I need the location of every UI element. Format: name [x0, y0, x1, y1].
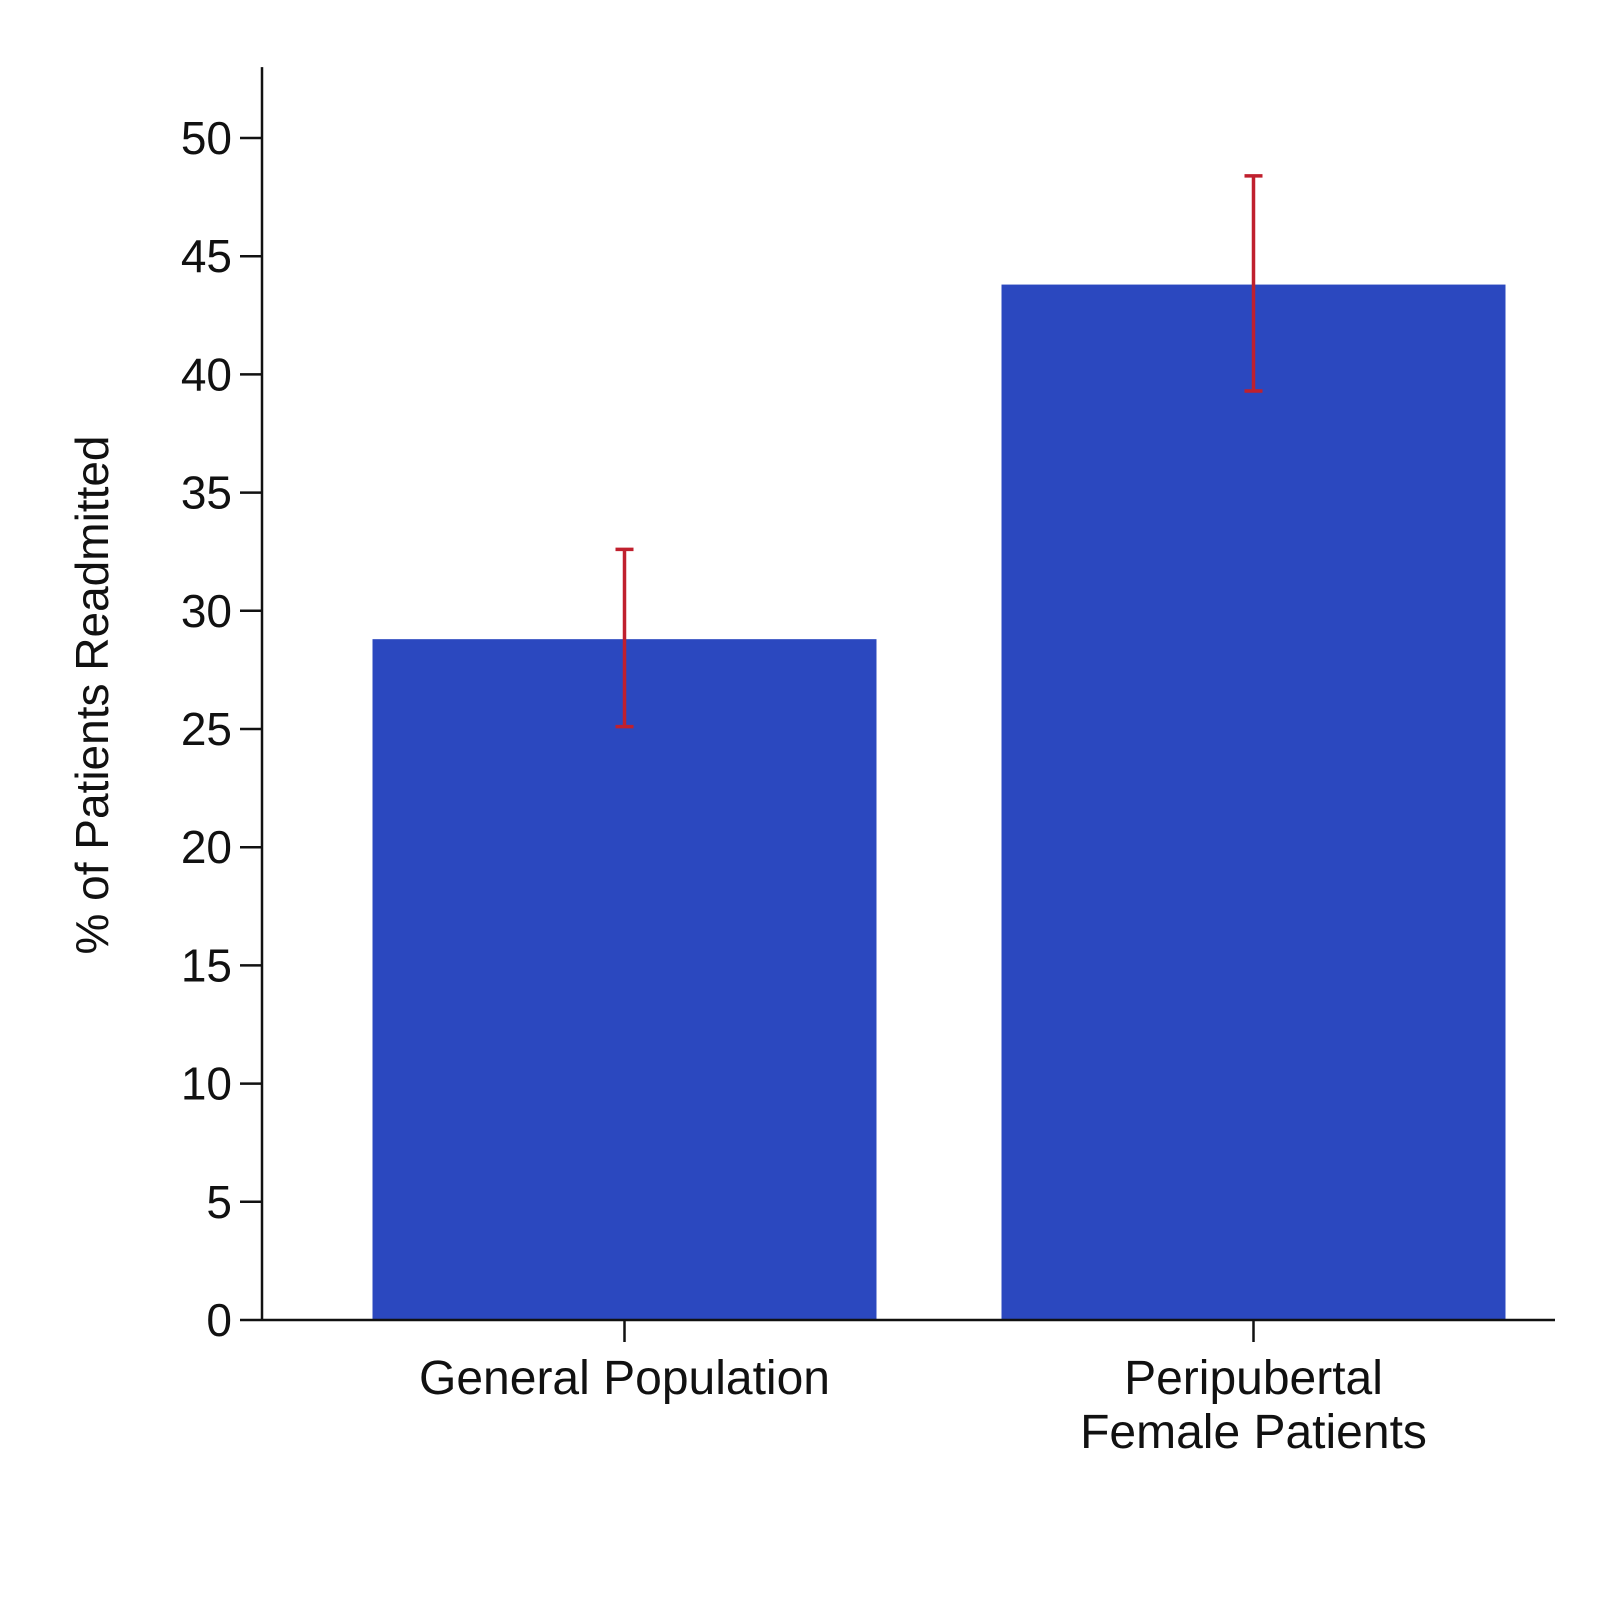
y-tick-label: 40: [181, 348, 232, 400]
y-tick-label: 15: [181, 939, 232, 991]
bar: [1001, 284, 1506, 1320]
x-category-label: Peripubertal: [1124, 1352, 1383, 1405]
bars-group: [372, 284, 1506, 1320]
y-tick-label: 45: [181, 230, 232, 282]
bar: [372, 639, 877, 1320]
y-tick-label: 5: [206, 1176, 232, 1228]
x-category-label: Female Patients: [1080, 1406, 1427, 1459]
y-tick-label: 10: [181, 1058, 232, 1110]
y-tick-label: 30: [181, 585, 232, 637]
y-tick-label: 20: [181, 821, 232, 873]
y-tick-label: 35: [181, 467, 232, 519]
labels-group: 0 5 10 15 20 25 30 35 40 45 50 General Population Pe…: [181, 112, 1427, 1459]
y-tick-label: 0: [206, 1294, 232, 1346]
error-bars-group: [615, 174, 1263, 729]
y-axis-title: % of Patients Readmitted: [66, 435, 118, 954]
x-category-label: General Population: [419, 1352, 830, 1405]
y-tick-label: 50: [181, 112, 232, 164]
y-tick-label: 25: [181, 703, 232, 755]
axes-group: [240, 67, 1555, 1342]
